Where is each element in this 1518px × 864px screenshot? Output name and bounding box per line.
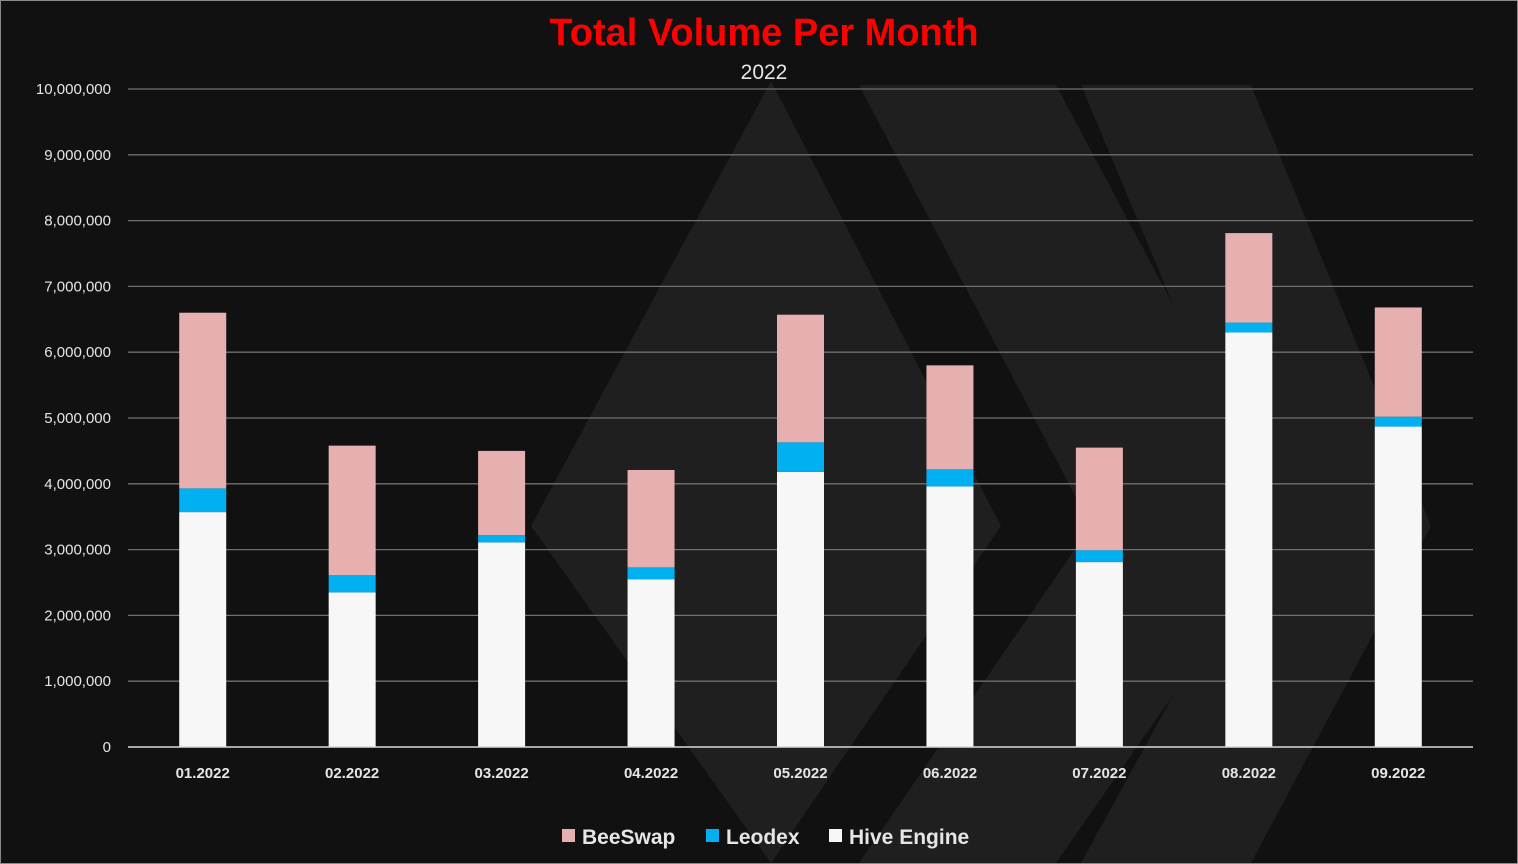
y-tick-label: 4,000,000 [44, 476, 111, 493]
x-tick-label: 03.2022 [474, 765, 528, 782]
bar-hive-engine-05.2022 [777, 471, 824, 747]
bar-leodex-09.2022 [1374, 416, 1422, 427]
bar-beeswap-02.2022 [328, 445, 376, 576]
bar-hive-engine-06.2022 [926, 486, 974, 747]
legend-label-leodex: Leodex [726, 826, 800, 849]
legend-label-hive-engine: Hive Engine [849, 826, 969, 849]
x-tick-label: 06.2022 [923, 765, 977, 782]
y-tick-label: 2,000,000 [44, 607, 111, 624]
bar-hive-engine-03.2022 [478, 542, 526, 747]
bar-leodex-06.2022 [926, 469, 974, 487]
bar-leodex-08.2022 [1225, 322, 1273, 333]
bar-leodex-05.2022 [777, 442, 824, 472]
bar-beeswap-09.2022 [1374, 307, 1422, 417]
chart-title: Total Volume Per Month [549, 12, 978, 54]
legend-swatch-leodex [706, 829, 719, 842]
bar-beeswap-05.2022 [777, 314, 824, 443]
legend-swatch-hive-engine [829, 829, 842, 842]
x-tick-label: 08.2022 [1222, 765, 1276, 782]
x-axis-ticks: 01.2022 02.2022 03.2022 04.2022 05.2022 06.20… [176, 765, 1426, 782]
bar-hive-engine-04.2022 [627, 579, 675, 747]
legend-swatch-beeswap [562, 829, 575, 842]
bar-hive-engine-01.2022 [179, 512, 227, 747]
y-tick-label: 3,000,000 [44, 542, 111, 559]
y-tick-label: 7,000,000 [44, 278, 111, 295]
x-tick-label: 02.2022 [325, 765, 379, 782]
bar-hive-engine-09.2022 [1374, 426, 1422, 747]
x-tick-label: 04.2022 [624, 765, 678, 782]
bar-leodex-07.2022 [1075, 550, 1123, 563]
bar-beeswap-08.2022 [1225, 233, 1273, 323]
bar-beeswap-03.2022 [478, 450, 526, 536]
bar-beeswap-06.2022 [926, 365, 974, 470]
x-tick-label: 09.2022 [1371, 765, 1425, 782]
y-tick-label: 0 [103, 739, 111, 756]
y-axis-ticks: 0 1,000,000 2,000,000 3,000,000 4,000,000 5,0… [36, 81, 111, 756]
bar-beeswap-04.2022 [627, 469, 675, 568]
bars [179, 233, 1422, 747]
bar-hive-engine-08.2022 [1225, 332, 1273, 747]
bar-leodex-04.2022 [627, 567, 675, 580]
bar-beeswap-01.2022 [179, 312, 227, 489]
y-tick-label: 9,000,000 [44, 147, 111, 164]
y-tick-label: 1,000,000 [44, 673, 111, 690]
x-tick-label: 01.2022 [176, 765, 230, 782]
legend: BeeSwap Leodex Hive Engine [562, 826, 969, 849]
legend-label-beeswap: BeeSwap [582, 826, 675, 849]
bar-leodex-03.2022 [478, 535, 526, 543]
y-tick-label: 6,000,000 [44, 344, 111, 361]
bar-hive-engine-07.2022 [1075, 562, 1123, 747]
x-tick-label: 05.2022 [773, 765, 827, 782]
y-tick-label: 10,000,000 [36, 81, 111, 98]
bar-leodex-02.2022 [328, 575, 376, 593]
y-tick-label: 8,000,000 [44, 213, 111, 230]
bar-beeswap-07.2022 [1075, 447, 1123, 551]
watermark-chevron-2 [859, 85, 1291, 863]
x-tick-label: 07.2022 [1072, 765, 1126, 782]
y-tick-label: 5,000,000 [44, 410, 111, 427]
bar-hive-engine-02.2022 [328, 592, 376, 747]
chart-subtitle: 2022 [741, 61, 788, 84]
bar-leodex-01.2022 [179, 488, 227, 513]
